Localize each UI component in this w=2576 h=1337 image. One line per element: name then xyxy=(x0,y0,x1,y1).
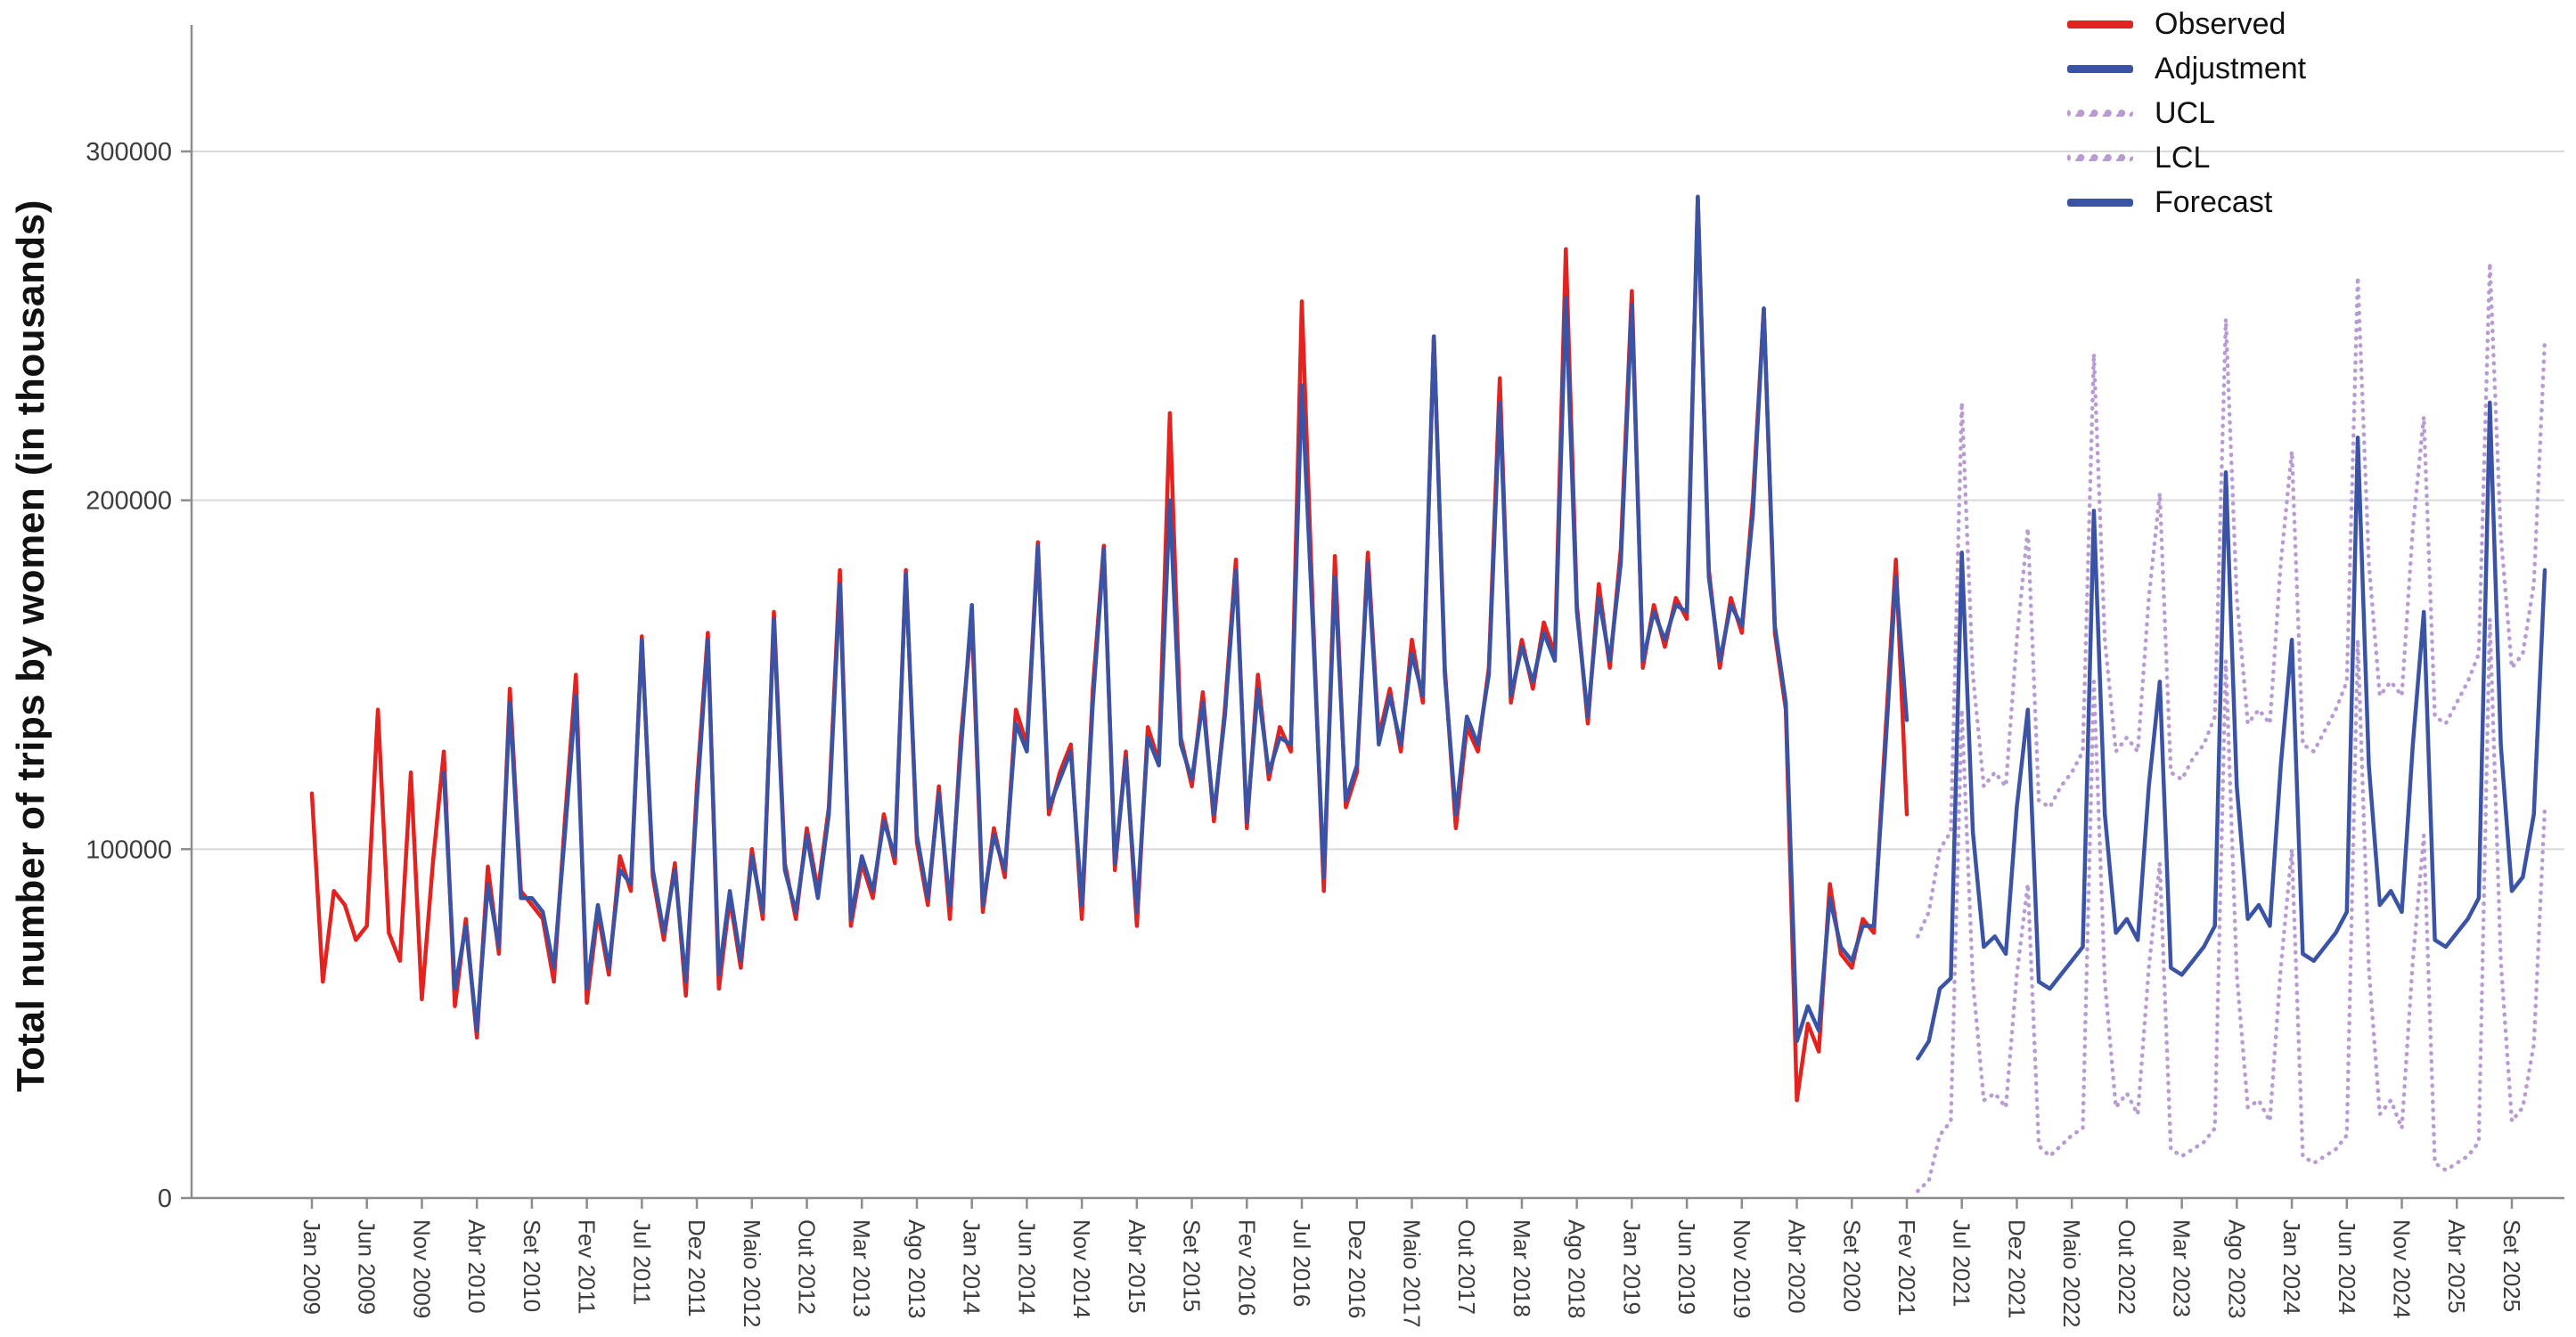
x-tick-label: Mar 2018 xyxy=(1509,1219,1535,1317)
legend-label-adjustment: Adjustment xyxy=(2155,52,2307,86)
x-tick-label: Set 2025 xyxy=(2498,1219,2525,1312)
legend-label-lcl: LCL xyxy=(2155,141,2211,175)
x-tick-label: Jan 2009 xyxy=(298,1219,325,1315)
x-tick-label: Jan 2019 xyxy=(1618,1219,1645,1315)
x-tick-label: Set 2020 xyxy=(1838,1219,1865,1312)
y-tick-label: 300000 xyxy=(86,138,172,167)
x-tick-label: Ago 2013 xyxy=(904,1219,930,1318)
legend-item-ucl: UCL xyxy=(2067,98,2306,128)
legend-label-forecast: Forecast xyxy=(2155,185,2273,219)
x-tick-label: Jan 2014 xyxy=(959,1219,985,1315)
x-tick-label: Out 2012 xyxy=(794,1219,821,1315)
x-tick-label: Dez 2021 xyxy=(2003,1219,2030,1318)
series-adjustment-line xyxy=(441,194,1910,1044)
x-tick-label: Set 2010 xyxy=(519,1219,545,1312)
legend-label-ucl: UCL xyxy=(2155,96,2216,130)
x-tick-label: Fev 2021 xyxy=(1893,1219,1920,1316)
x-tick-label: Set 2015 xyxy=(1179,1219,1206,1312)
x-tick-label: Maio 2022 xyxy=(2058,1219,2085,1327)
forecast-line-swatch-icon xyxy=(2067,198,2133,207)
legend: Observed Adjustment UCL LCL Forecast xyxy=(2067,9,2306,217)
series-ucl-line xyxy=(1916,261,2547,939)
x-tick-label: Out 2022 xyxy=(2114,1219,2140,1315)
x-tick-label: Abr 2010 xyxy=(463,1219,490,1314)
x-tick-label: Abr 2020 xyxy=(1784,1219,1811,1314)
x-tick-label: Abr 2015 xyxy=(1124,1219,1150,1314)
x-tick-label: Jul 2021 xyxy=(1949,1219,1975,1307)
x-tick-label: Maio 2012 xyxy=(739,1219,765,1327)
legend-item-observed: Observed xyxy=(2067,9,2306,39)
x-tick-label: Jul 2011 xyxy=(628,1219,655,1305)
series-lcl-line xyxy=(1916,616,2547,1194)
x-tick-label: Ago 2018 xyxy=(1564,1219,1591,1318)
x-tick-label: Abr 2025 xyxy=(2443,1219,2470,1314)
x-tick-label: Jul 2016 xyxy=(1288,1219,1315,1307)
lcl-line-swatch-icon xyxy=(2067,154,2133,161)
x-tick-label: Nov 2024 xyxy=(2389,1219,2416,1318)
x-tick-label: Ago 2023 xyxy=(2223,1219,2250,1318)
legend-item-lcl: LCL xyxy=(2067,143,2306,173)
y-tick-label: 200000 xyxy=(86,487,172,516)
legend-label-observed: Observed xyxy=(2155,7,2286,41)
y-tick-label: 0 xyxy=(158,1185,172,1213)
legend-item-adjustment: Adjustment xyxy=(2067,53,2306,84)
x-tick-label: Dez 2016 xyxy=(1344,1219,1370,1318)
x-tick-label: Maio 2017 xyxy=(1398,1219,1425,1327)
x-tick-label: Jan 2024 xyxy=(2278,1219,2305,1315)
x-tick-label: Jun 2014 xyxy=(1013,1219,1040,1315)
x-tick-label: Dez 2011 xyxy=(683,1219,710,1317)
x-tick-label: Nov 2009 xyxy=(408,1219,435,1318)
x-tick-label: Fev 2016 xyxy=(1233,1219,1260,1316)
observed-line-swatch-icon xyxy=(2067,20,2133,29)
y-tick-label: 100000 xyxy=(86,836,172,864)
x-tick-label: Mar 2013 xyxy=(848,1219,875,1317)
adjustment-line-swatch-icon xyxy=(2067,64,2133,73)
x-tick-label: Nov 2014 xyxy=(1068,1219,1095,1318)
x-tick-label: Jun 2024 xyxy=(2334,1219,2360,1315)
x-tick-label: Out 2017 xyxy=(1453,1219,1480,1315)
series-forecast-line xyxy=(1916,400,2547,1061)
x-tick-label: Mar 2023 xyxy=(2169,1219,2196,1317)
x-tick-label: Jun 2019 xyxy=(1673,1219,1700,1315)
x-tick-label: Fev 2011 xyxy=(574,1219,601,1314)
x-tick-label: Jun 2009 xyxy=(354,1219,380,1315)
ucl-line-swatch-icon xyxy=(2067,110,2133,117)
series-observed-line xyxy=(309,194,1910,1103)
legend-item-forecast: Forecast xyxy=(2067,187,2306,217)
x-tick-label: Nov 2019 xyxy=(1729,1219,1755,1318)
